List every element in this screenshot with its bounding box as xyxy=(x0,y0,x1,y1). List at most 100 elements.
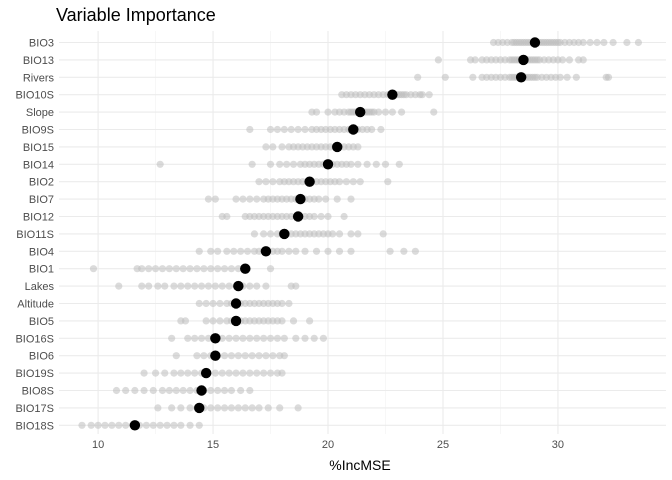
replicate-point xyxy=(441,73,449,81)
replicate-point xyxy=(225,334,233,342)
replicate-point xyxy=(262,178,270,186)
replicate-point xyxy=(191,334,199,342)
replicate-point xyxy=(329,230,337,238)
x-tick-label: 15 xyxy=(207,439,219,451)
replicate-point xyxy=(558,56,567,64)
replicate-point xyxy=(156,160,164,168)
replicate-point xyxy=(372,160,380,168)
replicate-point xyxy=(207,247,215,255)
replicate-point xyxy=(151,265,160,273)
replicate-point xyxy=(266,265,275,273)
replicate-point xyxy=(218,282,226,290)
replicate-point xyxy=(204,334,213,342)
y-tick-label: BIO5 xyxy=(29,316,54,328)
replicate-point xyxy=(237,247,245,255)
replicate-point xyxy=(156,421,164,429)
replicate-point xyxy=(294,404,302,412)
replicate-point xyxy=(368,125,376,134)
replicate-point xyxy=(604,73,613,81)
replicate-point xyxy=(209,317,217,325)
replicate-point xyxy=(579,38,587,47)
replicate-point xyxy=(250,230,259,238)
mean-point xyxy=(322,159,334,170)
replicate-point xyxy=(260,230,268,238)
mean-point xyxy=(194,402,205,414)
replicate-point xyxy=(246,195,254,203)
replicate-point xyxy=(204,195,213,203)
replicate-point xyxy=(276,404,284,412)
replicate-point xyxy=(234,352,242,360)
replicate-point xyxy=(161,282,169,290)
x-tick-label: 25 xyxy=(437,439,449,451)
replicate-point xyxy=(232,369,240,377)
replicate-point xyxy=(172,386,180,395)
replicate-point xyxy=(184,282,192,290)
replicate-point xyxy=(122,386,130,395)
replicate-point xyxy=(260,334,268,342)
replicate-point xyxy=(386,247,394,255)
replicate-point xyxy=(278,247,286,255)
replicate-point xyxy=(165,265,173,273)
mean-point xyxy=(196,385,207,396)
replicate-point xyxy=(177,421,185,429)
replicate-point xyxy=(108,421,116,429)
replicate-point xyxy=(253,282,261,290)
replicate-point xyxy=(280,334,288,342)
mean-point xyxy=(348,124,359,135)
replicate-point xyxy=(202,299,210,308)
y-tick-label: BIO12 xyxy=(23,212,54,224)
replicate-point xyxy=(186,404,194,412)
replicate-point xyxy=(340,212,348,221)
replicate-point xyxy=(280,125,288,134)
replicate-point xyxy=(207,265,215,273)
replicate-point xyxy=(140,369,148,377)
x-axis-title: %IncMSE xyxy=(329,457,390,473)
replicate-point xyxy=(246,282,254,290)
replicate-point xyxy=(269,352,277,360)
replicate-point xyxy=(179,386,187,395)
replicate-point xyxy=(335,178,344,186)
y-tick-label: BIO10S xyxy=(15,90,54,102)
replicate-point xyxy=(273,125,282,134)
replicate-point xyxy=(158,386,167,395)
replicate-point xyxy=(285,299,293,308)
replicate-point xyxy=(163,421,171,429)
replicate-point xyxy=(170,421,178,429)
replicate-point xyxy=(342,178,351,186)
replicate-point xyxy=(609,38,617,47)
mean-point xyxy=(529,37,541,48)
replicate-point xyxy=(322,195,330,203)
replicate-point xyxy=(177,404,185,412)
replicate-point xyxy=(87,421,95,429)
replicate-point xyxy=(181,317,190,325)
replicate-point xyxy=(292,334,300,342)
replicate-point xyxy=(335,230,344,238)
replicate-point xyxy=(211,195,219,203)
mean-point xyxy=(515,72,527,83)
replicate-point xyxy=(223,212,231,221)
y-tick-label: BIO11S xyxy=(16,229,54,241)
replicate-point xyxy=(315,195,323,203)
replicate-point xyxy=(191,282,199,290)
replicate-point xyxy=(179,265,187,273)
replicate-point xyxy=(200,352,208,360)
replicate-point xyxy=(177,369,185,377)
replicate-point xyxy=(586,38,594,47)
replicate-point xyxy=(312,247,321,255)
replicate-point xyxy=(220,352,229,360)
replicate-point xyxy=(154,404,162,412)
y-tick-label: BIO7 xyxy=(29,194,54,206)
replicate-point xyxy=(216,299,224,308)
replicate-point xyxy=(363,160,371,168)
replicate-point xyxy=(145,265,153,273)
x-tick-label: 10 xyxy=(92,439,104,451)
replicate-point xyxy=(395,160,403,168)
replicate-point xyxy=(289,160,298,168)
mean-point xyxy=(355,106,366,118)
replicate-point xyxy=(142,421,150,429)
replicate-point xyxy=(377,125,385,134)
replicate-point xyxy=(165,386,173,395)
mean-point xyxy=(260,246,272,257)
y-tick-label: Lakes xyxy=(25,281,55,293)
